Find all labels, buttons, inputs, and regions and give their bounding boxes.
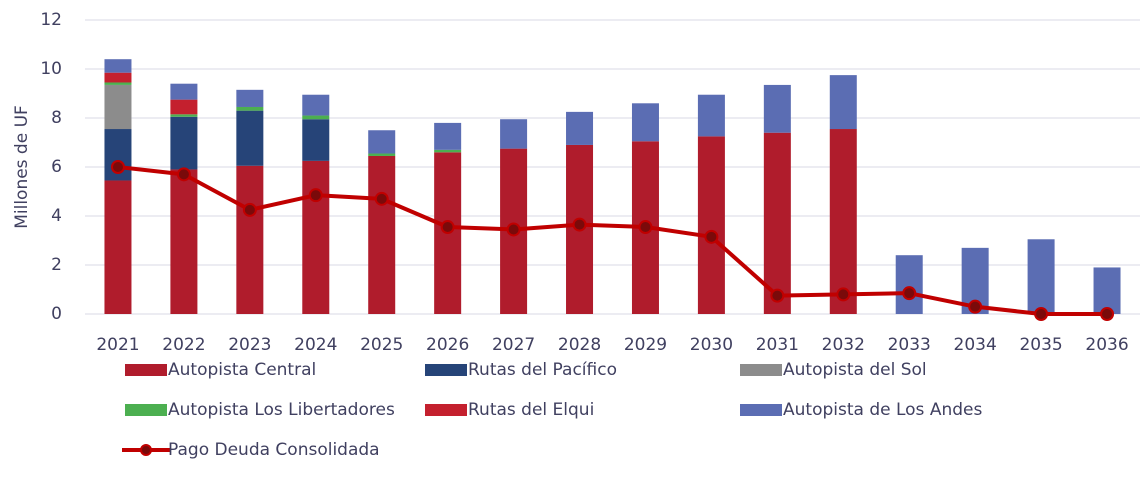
legend-swatch <box>140 444 152 456</box>
bar-segment <box>1093 267 1121 314</box>
bar-segment <box>697 94 725 137</box>
y-tick-label: 8 <box>51 108 62 128</box>
x-tick-label: 2026 <box>426 335 469 355</box>
bar-segment <box>302 115 330 120</box>
line-marker <box>638 220 653 235</box>
x-tick-label: 2021 <box>96 335 139 355</box>
y-tick-label: 10 <box>40 59 62 79</box>
legend-swatch <box>425 364 467 376</box>
legend-label: Autopista de Los Andes <box>783 400 982 420</box>
bar-segment <box>368 153 396 156</box>
y-axis-label: Millones de UF <box>12 105 32 229</box>
legend-label: Pago Deuda Consolidada <box>168 440 380 460</box>
bar-segment <box>434 122 462 150</box>
x-tick-label: 2034 <box>954 335 997 355</box>
bar-segment <box>170 99 198 115</box>
x-tick-label: 2028 <box>558 335 601 355</box>
bar-segment <box>104 59 132 73</box>
line-marker <box>572 217 587 232</box>
bar-segment <box>104 82 132 85</box>
bar-segment <box>170 114 198 117</box>
legend-label: Autopista Central <box>168 360 316 380</box>
bar-segment <box>302 94 330 116</box>
y-tick-label: 12 <box>40 10 62 30</box>
legend-label: Autopista del Sol <box>783 360 927 380</box>
bar-segment <box>302 119 330 161</box>
bar-segment <box>170 169 198 314</box>
x-tick-label: 2036 <box>1085 335 1128 355</box>
line-marker <box>1034 307 1049 321</box>
y-tick-label: 0 <box>51 304 62 324</box>
bar-segment <box>368 155 396 314</box>
bar-segment <box>829 75 857 130</box>
bar-segment <box>236 89 264 107</box>
bar-segment <box>763 84 791 133</box>
x-tick-label: 2031 <box>756 335 799 355</box>
y-tick-label: 4 <box>51 206 62 226</box>
legend-label: Autopista Los Libertadores <box>168 400 395 420</box>
x-tick-label: 2027 <box>492 335 535 355</box>
line-marker <box>110 160 125 174</box>
y-tick-label: 2 <box>51 255 62 275</box>
legend-swatch <box>740 404 782 416</box>
line-marker <box>902 286 917 301</box>
line-marker <box>704 229 719 244</box>
bar-segment <box>170 116 198 170</box>
x-tick-label: 2024 <box>294 335 337 355</box>
bar-segment <box>104 72 132 83</box>
legend-swatch <box>125 404 167 416</box>
line-marker <box>506 222 521 237</box>
legend-swatch <box>425 404 467 416</box>
bar-segment <box>895 255 923 314</box>
bar-segment <box>104 84 132 130</box>
bar-segment <box>500 119 528 149</box>
legend-label: Rutas del Elqui <box>468 400 594 420</box>
bar-segment <box>236 110 264 166</box>
line-marker <box>308 188 323 203</box>
bar-segment <box>763 132 791 314</box>
line-marker <box>440 220 455 235</box>
bar-segment <box>368 130 396 154</box>
x-tick-label: 2035 <box>1019 335 1062 355</box>
bar-segment <box>434 149 462 153</box>
legend-label: Rutas del Pacífico <box>468 360 617 380</box>
x-tick-label: 2033 <box>888 335 931 355</box>
bar-segment <box>302 160 330 314</box>
line-marker <box>242 202 257 217</box>
line-marker <box>176 167 191 182</box>
bar-segment <box>236 165 264 314</box>
bar-segment <box>1027 239 1055 314</box>
bar-segment <box>697 136 725 314</box>
line-series <box>117 165 1108 316</box>
x-tick-label: 2022 <box>162 335 205 355</box>
line-marker <box>1100 307 1115 321</box>
x-tick-label: 2032 <box>822 335 865 355</box>
legend-swatch <box>740 364 782 376</box>
line-marker <box>374 191 389 206</box>
bar-segment <box>829 129 857 314</box>
bar-segment <box>104 180 132 314</box>
x-tick-label: 2030 <box>690 335 733 355</box>
x-tick-label: 2025 <box>360 335 403 355</box>
line-marker <box>836 287 851 302</box>
bar-segment <box>170 83 198 100</box>
line-marker <box>770 288 785 303</box>
bar-segment <box>236 106 264 111</box>
x-tick-label: 2029 <box>624 335 667 355</box>
legend-swatch <box>125 364 167 376</box>
y-tick-label: 6 <box>51 157 62 177</box>
bar-segment <box>566 111 594 145</box>
x-tick-label: 2023 <box>228 335 271 355</box>
line-marker <box>968 299 983 314</box>
bar-segment <box>631 103 659 142</box>
